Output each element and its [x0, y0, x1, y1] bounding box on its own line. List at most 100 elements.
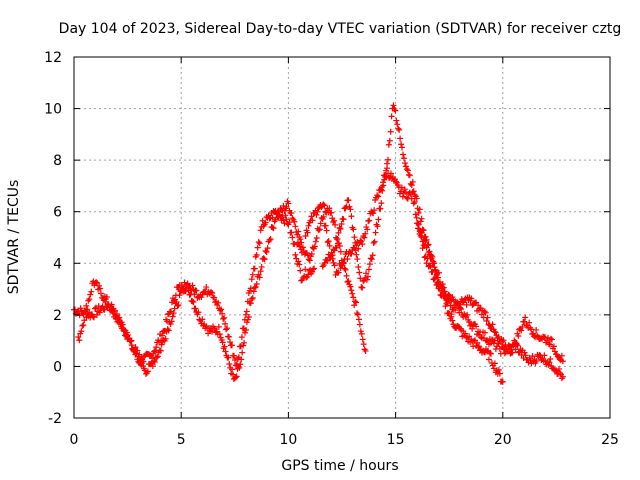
data-point: [399, 193, 406, 200]
data-point: [235, 354, 242, 361]
data-point: [447, 302, 454, 309]
data-point: [269, 214, 276, 221]
data-point: [384, 156, 391, 163]
data-point: [151, 348, 158, 355]
data-point: [266, 236, 273, 243]
data-point: [474, 339, 481, 346]
data-point: [469, 325, 476, 332]
data-point: [482, 309, 489, 316]
data-point: [128, 342, 135, 349]
data-point: [86, 296, 93, 303]
data-point: [149, 363, 156, 370]
data-point: [144, 368, 151, 375]
data-point: [303, 274, 310, 281]
data-point: [111, 308, 118, 315]
data-point: [249, 271, 256, 278]
data-point: [121, 326, 128, 333]
data-point: [394, 121, 401, 128]
data-point: [210, 325, 217, 332]
data-point: [371, 238, 378, 245]
data-point: [349, 290, 356, 297]
data-point: [245, 313, 252, 320]
data-point: [77, 305, 84, 312]
data-point: [392, 178, 399, 185]
data-point: [258, 263, 265, 270]
data-point: [169, 313, 176, 320]
data-point: [75, 334, 82, 341]
data-point: [418, 215, 425, 222]
data-point: [518, 327, 525, 334]
data-point: [499, 378, 506, 385]
data-point: [126, 337, 133, 344]
data-point: [250, 288, 257, 295]
data-point: [337, 248, 344, 255]
data-point: [360, 341, 367, 348]
data-point: [288, 229, 295, 236]
data-point: [357, 328, 364, 335]
data-point: [558, 352, 565, 359]
data-point: [424, 255, 431, 262]
data-point: [509, 349, 516, 356]
data-point: [392, 107, 399, 114]
data-point: [97, 285, 104, 292]
data-point: [230, 352, 237, 359]
data-point: [139, 356, 146, 363]
data-point: [240, 325, 247, 332]
data-point: [229, 371, 236, 378]
data-point: [543, 337, 550, 344]
data-point: [522, 314, 529, 321]
data-point: [364, 273, 371, 280]
data-point: [319, 263, 326, 270]
data-point: [401, 186, 408, 193]
data-point: [494, 335, 501, 342]
data-point: [495, 366, 502, 373]
data-point: [360, 278, 367, 285]
series-satellite-track-3: [302, 201, 369, 354]
data-point: [333, 244, 340, 251]
data-point: [117, 319, 124, 326]
data-point: [315, 205, 322, 212]
data-point: [108, 301, 115, 308]
data-point: [190, 299, 197, 306]
data-point: [533, 326, 540, 333]
data-point: [84, 306, 91, 313]
data-point: [448, 311, 455, 318]
data-point: [422, 237, 429, 244]
data-point: [426, 262, 433, 269]
data-point: [408, 195, 415, 202]
data-points: [71, 102, 566, 385]
data-point: [476, 343, 483, 350]
data-point: [388, 113, 395, 120]
data-point: [390, 102, 397, 109]
data-point: [417, 229, 424, 236]
data-point: [170, 310, 177, 317]
data-point: [355, 263, 362, 270]
data-point: [336, 243, 343, 250]
x-tick-label: 20: [494, 432, 512, 448]
data-point: [386, 137, 393, 144]
data-point: [289, 234, 296, 241]
data-point: [366, 261, 373, 268]
data-point: [330, 259, 337, 266]
data-point: [311, 265, 318, 272]
data-point: [328, 209, 335, 216]
data-point: [556, 370, 563, 377]
data-point: [402, 163, 409, 170]
data-point: [408, 182, 415, 189]
data-point: [189, 298, 196, 305]
data-point: [513, 340, 520, 347]
data-point: [291, 240, 298, 247]
data-point: [378, 186, 385, 193]
data-point: [305, 256, 312, 263]
data-point: [342, 266, 349, 273]
data-point: [315, 227, 322, 234]
data-point: [249, 294, 256, 301]
data-point: [96, 282, 103, 289]
data-point: [387, 128, 394, 135]
data-point: [446, 297, 453, 304]
data-point: [191, 291, 198, 298]
data-point: [359, 336, 366, 343]
data-point: [282, 212, 289, 219]
data-point: [224, 325, 231, 332]
data-point: [217, 307, 224, 314]
